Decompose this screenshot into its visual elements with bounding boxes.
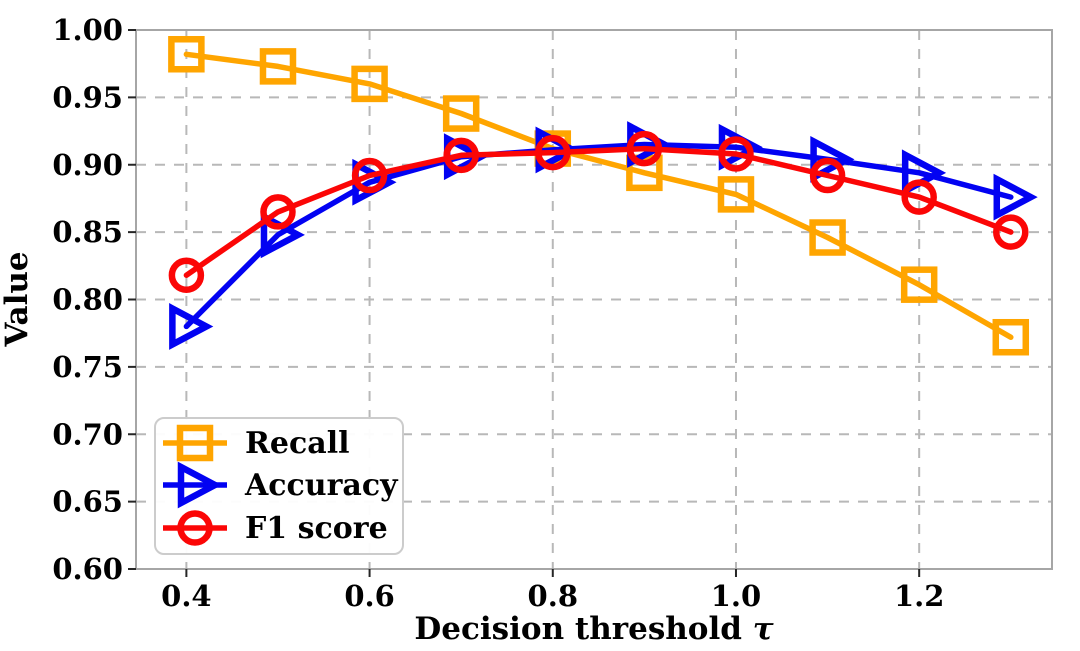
f1-score-marker (168, 257, 205, 293)
y-tick-label: 0.60 (52, 552, 123, 586)
recall-marker (351, 65, 388, 103)
legend-label-accuracy: Accuracy (244, 468, 399, 503)
recall-marker (900, 266, 938, 303)
legend-item-accuracy: Accuracy (163, 461, 399, 509)
recall-line (183, 51, 1014, 340)
x-tick-label: 0.4 (161, 579, 211, 613)
recall-marker (809, 219, 846, 256)
legend-label-recall: Recall (245, 426, 350, 461)
y-tick-label: 0.85 (52, 215, 123, 249)
y-tick-label: 0.75 (52, 350, 123, 384)
series (168, 36, 1038, 356)
legend-box (154, 417, 404, 555)
x-tick-label: 1.2 (894, 579, 944, 613)
legend-label-f1-score: F1 score (245, 511, 388, 546)
recall-marker (442, 95, 480, 132)
x-tick-label: 1.0 (711, 579, 761, 613)
legend-marker-accuracy (177, 461, 222, 509)
y-tick-label: 0.65 (52, 485, 123, 519)
f1-score-marker (809, 157, 846, 194)
y-axis-label: Value (0, 251, 35, 347)
legend-item-f1-score: F1 score (163, 510, 388, 546)
legend: Recall Accuracy F1 score (154, 417, 404, 555)
f1-score-line (183, 145, 1014, 278)
x-tick-label: 0.8 (528, 579, 578, 613)
f1-score-marker (718, 136, 754, 172)
y-tick-label: 0.80 (52, 283, 123, 317)
f1-score-marker (626, 130, 663, 167)
accuracy-marker (993, 173, 1038, 221)
accuracy-marker (169, 303, 214, 350)
accuracy-marker (810, 135, 855, 183)
y-tick-label: 1.00 (52, 13, 123, 47)
x-tick-label: 0.6 (344, 579, 394, 613)
recall-marker (717, 176, 755, 213)
f1-score-marker (260, 194, 296, 230)
recall-marker (992, 318, 1030, 356)
f1-score-marker (535, 134, 571, 171)
series-f1-score (168, 130, 1029, 293)
y-tick-label: 0.90 (52, 148, 123, 182)
legend-marker-f1-score (177, 510, 213, 546)
f1-score-marker (901, 179, 937, 215)
legend-item-recall: Recall (163, 424, 350, 462)
y-tick-label: 0.70 (52, 417, 123, 451)
f1-score-marker (351, 157, 388, 194)
recall-marker (168, 36, 205, 73)
accuracy-line (183, 141, 1014, 330)
f1-score-marker (993, 214, 1029, 250)
series-recall (168, 36, 1030, 356)
x-axis-label: Decision threshold τ (414, 611, 773, 647)
y-tick-label: 0.95 (52, 80, 123, 114)
legend-marker-recall (176, 424, 214, 462)
axis-ticks: 0.4 0.6 0.8 1.0 1.2 0.60 0.65 0.70 0.75 0.80 0.85 0… (52, 13, 944, 613)
f1-score-marker (443, 137, 479, 174)
recall-marker (259, 48, 297, 85)
